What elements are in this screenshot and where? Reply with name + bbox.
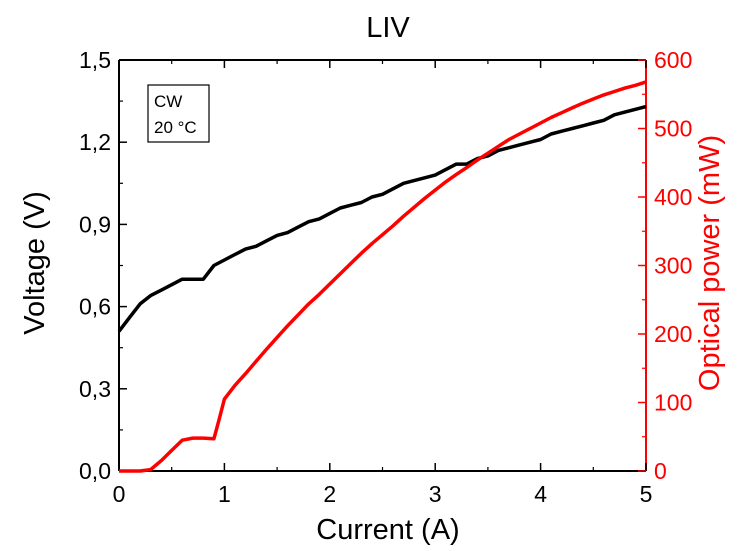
y-right-tick-label: 600 [654, 47, 692, 73]
y-right-tick-label: 300 [654, 253, 692, 279]
y-left-tick-label: 0,3 [79, 376, 111, 402]
y-right-tick-label: 100 [654, 390, 692, 416]
y-right-tick-label: 0 [654, 458, 667, 484]
x-tick-label: 3 [429, 481, 442, 507]
y-left-axis-label: Voltage (V) [19, 191, 51, 334]
y-left-tick-label: 0,9 [79, 211, 111, 237]
plot-area: 0 1 2 3 4 5 0,0 0,3 0,6 0,9 1,2 1,5 0 100 200 300 400 500… [79, 47, 692, 507]
y-left-tick-label: 0,0 [79, 458, 111, 484]
y-right-tick-label: 200 [654, 321, 692, 347]
legend-line-mode: CW [154, 92, 182, 111]
x-tick-label: 0 [113, 481, 126, 507]
voltage-line [117, 104, 647, 333]
x-axis-label: Current (A) [316, 514, 459, 546]
legend-line-temperature: 20 °C [154, 118, 197, 137]
y-right-axis-label: Optical power (mW) [694, 135, 726, 391]
optical-power-line [119, 80, 647, 473]
y-left-tick-label: 1,2 [79, 129, 111, 155]
chart-title: LIV [366, 12, 410, 44]
y-left-tick-label: 0,6 [79, 294, 111, 320]
y-right-tick-label: 500 [654, 116, 692, 142]
y-right-tick-label: 400 [654, 184, 692, 210]
legend-frame [147, 84, 210, 143]
legend-box: CW 20 °C [147, 84, 210, 143]
x-tick-label: 2 [323, 481, 336, 507]
x-tick-label: 1 [218, 481, 231, 507]
y-left-tick-label: 1,5 [79, 47, 111, 73]
x-tick-label: 4 [534, 481, 547, 507]
x-tick-label: 5 [640, 481, 653, 507]
